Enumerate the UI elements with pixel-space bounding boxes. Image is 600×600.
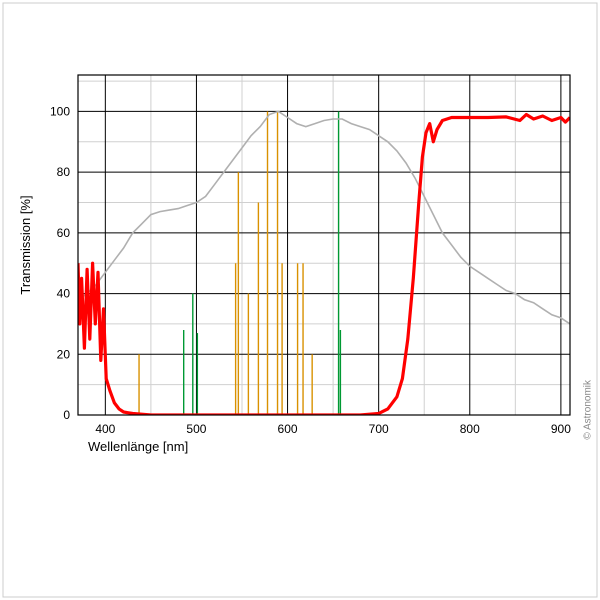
svg-text:900: 900 [551,422,571,436]
svg-text:40: 40 [57,287,71,301]
svg-text:Transmission [%]: Transmission [%] [18,195,33,294]
svg-text:0: 0 [63,408,70,422]
svg-text:600: 600 [278,422,298,436]
credit-text: © Astronomik [583,380,594,440]
svg-text:500: 500 [186,422,206,436]
svg-text:400: 400 [95,422,115,436]
svg-text:700: 700 [369,422,389,436]
svg-text:80: 80 [57,165,71,179]
svg-text:800: 800 [460,422,480,436]
svg-text:20: 20 [57,347,71,361]
svg-text:Wellenlänge [nm]: Wellenlänge [nm] [88,439,188,454]
svg-text:60: 60 [57,226,71,240]
chart-container: 400 500 600 700 800 900 0 20 40 60 80 100 Wellenläng… [0,0,600,600]
svg-text:100: 100 [50,104,70,118]
transmission-chart: 400 500 600 700 800 900 0 20 40 60 80 100 Wellenläng… [0,0,600,600]
